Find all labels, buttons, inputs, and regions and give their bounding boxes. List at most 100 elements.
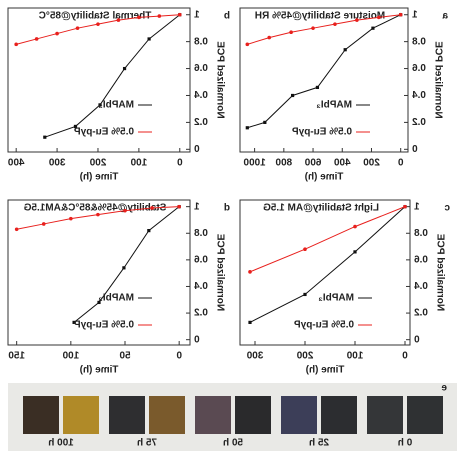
x-tick-label: 150 (8, 351, 25, 362)
y-tick-label: 0.6 (194, 255, 208, 266)
legend-label: MAPbI₃ (98, 100, 134, 111)
data-point (122, 66, 127, 71)
y-tick-label: 0.8 (194, 36, 208, 47)
data-point (98, 103, 102, 107)
photo-label: 0 h (398, 438, 412, 449)
data-point (376, 15, 381, 20)
x-axis-label: Time (h) (80, 172, 119, 183)
y-axis-label: Normalized PCE (434, 234, 445, 312)
y-axis-label: Normalized PCE (214, 234, 225, 312)
data-point (123, 208, 127, 213)
data-point (177, 204, 181, 209)
data-point (14, 42, 18, 47)
x-tick-label: 200 (296, 351, 313, 362)
data-point (147, 228, 151, 233)
y-tick-label: 1 (412, 9, 418, 20)
data-point (267, 35, 272, 40)
x-tick-label: 200 (363, 158, 380, 169)
data-point (150, 206, 154, 210)
y-tick-label: 0.6 (194, 63, 208, 74)
data-point (137, 15, 141, 20)
series-line (247, 14, 401, 45)
series-line (73, 206, 180, 323)
data-point (290, 93, 295, 98)
x-tick-label: 0 (402, 351, 408, 362)
x-tick-label: 800 (275, 158, 292, 169)
sample-photo (149, 396, 185, 434)
y-tick-label: 0.2 (414, 308, 428, 319)
y-tick-label: 0 (414, 334, 420, 345)
data-point (96, 22, 100, 26)
data-point (75, 26, 80, 30)
y-tick-label: 0.4 (414, 281, 428, 292)
photo-label: 75 h (137, 438, 157, 449)
sample-photo (109, 396, 145, 434)
data-point (353, 250, 357, 254)
sample-photo (235, 396, 271, 434)
sample-photo (281, 396, 317, 434)
x-tick-label: 50 (119, 351, 131, 362)
series-line (249, 206, 406, 273)
data-point (97, 300, 101, 305)
data-point (14, 227, 19, 232)
data-point (157, 14, 162, 18)
data-point (245, 42, 250, 47)
y-tick-label: 1 (194, 201, 200, 212)
y-tick-label: 0.4 (412, 90, 426, 101)
series-line (249, 206, 406, 323)
y-tick-label: 1 (194, 9, 200, 20)
series-line (44, 14, 181, 138)
y-tick-label: 0.2 (194, 308, 208, 319)
sample-photo (321, 396, 357, 434)
data-point (311, 26, 315, 30)
legend-label: MAPbI₃ (318, 293, 354, 304)
plot-frame (239, 7, 409, 153)
data-point (177, 12, 182, 17)
x-tick-label: 300 (48, 158, 65, 169)
y-tick-label: 0.8 (412, 36, 426, 47)
data-point (248, 320, 252, 324)
data-point (73, 124, 78, 129)
legend-label: 0.5% Eu-pyP (294, 320, 354, 331)
y-tick-label: 0.6 (414, 255, 428, 266)
x-tick-label: 400 (7, 158, 24, 169)
panel-label: e (441, 383, 447, 394)
data-point (96, 212, 100, 217)
x-tick-label: 100 (346, 351, 363, 362)
x-axis-label: Time (h) (306, 365, 345, 376)
data-point (41, 222, 46, 226)
x-tick-label: 300 (246, 351, 263, 362)
x-axis-label: Time (h) (80, 365, 119, 376)
y-tick-label: 0 (194, 144, 200, 155)
y-tick-label: 0.8 (194, 228, 208, 239)
data-point (122, 266, 126, 270)
y-axis-label: Normalized PCE (214, 41, 225, 119)
sample-photo (195, 396, 231, 434)
legend-label: 0.5% Eu-pyP (74, 127, 134, 138)
chart-title: Light Stability@AM 1.5G (263, 203, 379, 214)
data-point (398, 12, 403, 17)
data-point (55, 31, 59, 36)
photo-label: 25 h (309, 438, 329, 449)
x-tick-label: 600 (304, 158, 321, 169)
data-point (72, 320, 76, 324)
y-tick-label: 1 (414, 201, 420, 212)
x-tick-label: 0 (397, 158, 403, 169)
data-point (69, 216, 73, 221)
data-point (303, 247, 307, 252)
sample-photo (367, 396, 403, 434)
data-point (403, 204, 407, 209)
sample-photo (407, 396, 443, 434)
data-point (355, 18, 359, 22)
chart-title: Stability@45%&85°C&AM1.5G (23, 203, 166, 214)
legend-label: MAPbI₃ (316, 100, 352, 111)
x-tick-label: 0 (177, 158, 183, 169)
x-tick-label: 200 (89, 158, 106, 169)
data-point (116, 18, 121, 22)
plot-frame (239, 199, 411, 346)
panel-label: a (442, 11, 448, 22)
legend-label: MAPbI₃ (98, 293, 134, 304)
data-point (245, 126, 249, 130)
data-point (248, 270, 252, 274)
